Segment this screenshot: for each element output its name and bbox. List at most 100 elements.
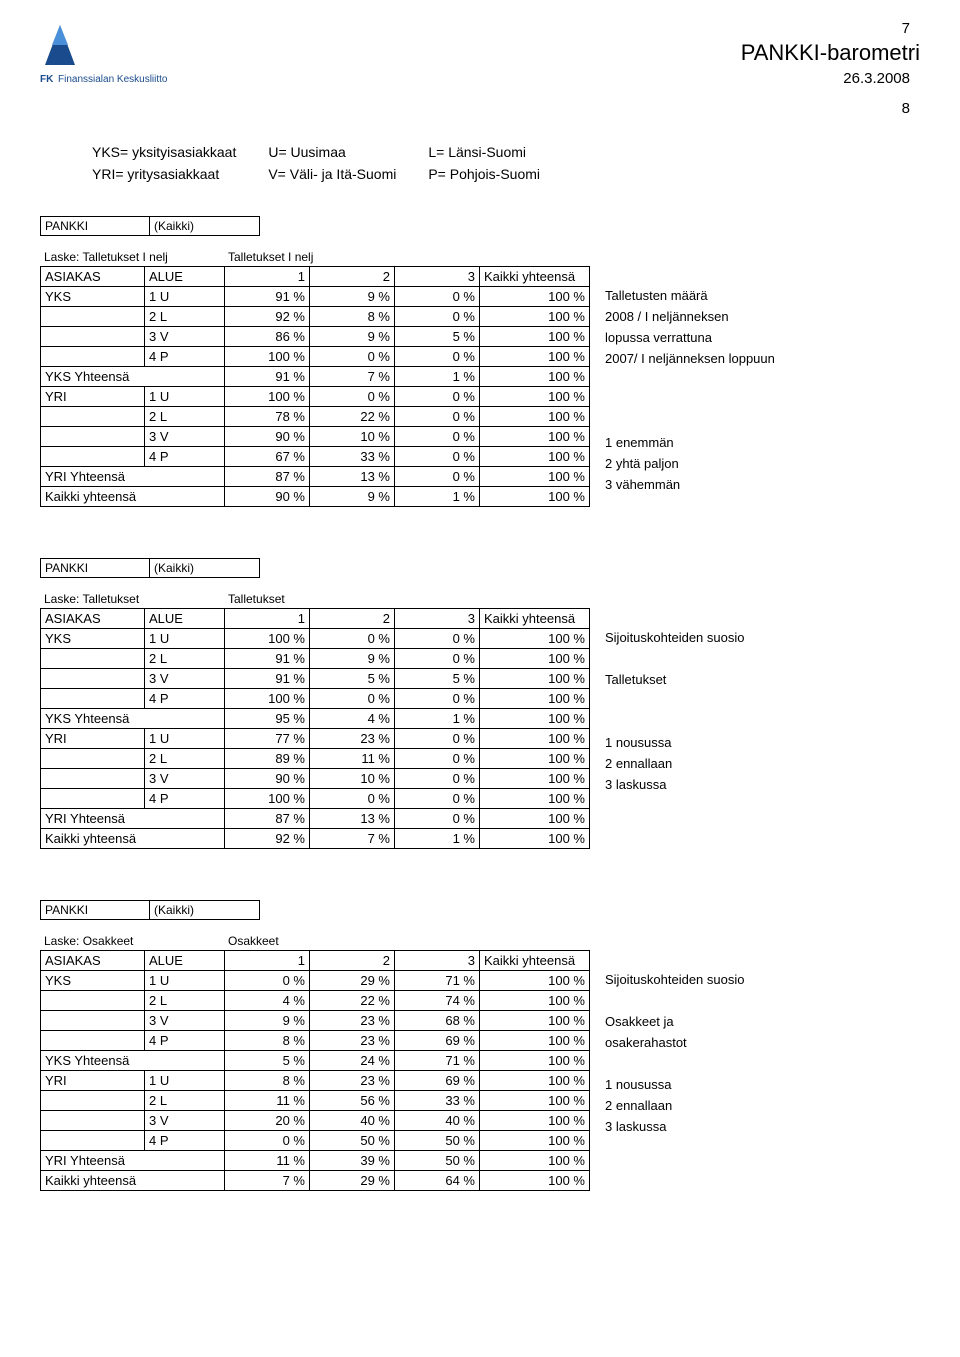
row-label: YKS bbox=[41, 287, 145, 307]
col-header: 3 bbox=[395, 267, 480, 287]
row-label bbox=[41, 1011, 145, 1031]
row-sublabel: 4 P bbox=[145, 1031, 225, 1051]
row-label: Kaikki yhteensä bbox=[41, 487, 225, 507]
cell: 22 % bbox=[310, 407, 395, 427]
cell: 13 % bbox=[310, 467, 395, 487]
cell: 100 % bbox=[225, 347, 310, 367]
cell: 1 % bbox=[395, 367, 480, 387]
note-text: Osakkeet ja bbox=[605, 1013, 744, 1034]
table-row: YRI Yhteensä87 %13 %0 %100 % bbox=[41, 809, 590, 829]
cell: 100 % bbox=[480, 789, 590, 809]
row-label: YRI bbox=[41, 729, 145, 749]
fk-text: FK bbox=[40, 74, 54, 85]
data-zone: ASIAKASALUE123Kaikki yhteensäYKS1 U91 %9… bbox=[40, 266, 920, 518]
table-block: PANKKI(Kaikki) Laske: Talletukset I neljT… bbox=[40, 216, 920, 518]
cell: 9 % bbox=[310, 487, 395, 507]
table-row: YKS1 U0 %29 %71 %100 % bbox=[41, 971, 590, 991]
col-header: ALUE bbox=[145, 267, 225, 287]
cell: 50 % bbox=[395, 1151, 480, 1171]
cell: 0 % bbox=[395, 427, 480, 447]
cell: 100 % bbox=[225, 387, 310, 407]
cell: 100 % bbox=[480, 1031, 590, 1051]
count-value: Osakkeet bbox=[224, 932, 334, 950]
cell: 10 % bbox=[310, 427, 395, 447]
row-label bbox=[41, 1091, 145, 1111]
col-header: 3 bbox=[395, 951, 480, 971]
cell: 92 % bbox=[225, 829, 310, 849]
cell: 0 % bbox=[395, 629, 480, 649]
cell: 100 % bbox=[480, 287, 590, 307]
row-label: YRI Yhteensä bbox=[41, 467, 225, 487]
notes-column: Talletusten määrä2008 / I neljänneksenlo… bbox=[605, 266, 775, 518]
cell: 11 % bbox=[225, 1151, 310, 1171]
legend-cell: YRI= yritysasiakkaat bbox=[92, 164, 266, 184]
table-row: 2 L11 %56 %33 %100 % bbox=[41, 1091, 590, 1111]
cell: 100 % bbox=[480, 347, 590, 367]
filter-label: PANKKI bbox=[40, 216, 150, 236]
note-text: 2 yhtä paljon bbox=[605, 455, 775, 476]
cell: 100 % bbox=[480, 809, 590, 829]
cell: 100 % bbox=[480, 307, 590, 327]
table-header-row: ASIAKASALUE123Kaikki yhteensä bbox=[41, 609, 590, 629]
count-row: Laske: TalletuksetTalletukset bbox=[40, 590, 920, 608]
cell: 71 % bbox=[395, 1051, 480, 1071]
cell: 40 % bbox=[310, 1111, 395, 1131]
table-row: 3 V9 %23 %68 %100 % bbox=[41, 1011, 590, 1031]
table-block: PANKKI(Kaikki)Laske: OsakkeetOsakkeetASI… bbox=[40, 900, 920, 1202]
row-sublabel: 4 P bbox=[145, 447, 225, 467]
row-label: YRI bbox=[41, 387, 145, 407]
cell: 100 % bbox=[480, 447, 590, 467]
cell: 0 % bbox=[225, 971, 310, 991]
col-header: ALUE bbox=[145, 609, 225, 629]
row-label bbox=[41, 307, 145, 327]
cell: 39 % bbox=[310, 1151, 395, 1171]
cell: 100 % bbox=[480, 387, 590, 407]
row-sublabel: 3 V bbox=[145, 327, 225, 347]
row-sublabel: 4 P bbox=[145, 689, 225, 709]
cell: 100 % bbox=[480, 427, 590, 447]
note-text: 2007/ I neljänneksen loppuun bbox=[605, 350, 775, 371]
cell: 7 % bbox=[310, 367, 395, 387]
cell: 5 % bbox=[225, 1051, 310, 1071]
cell: 91 % bbox=[225, 649, 310, 669]
row-label bbox=[41, 1031, 145, 1051]
cell: 0 % bbox=[395, 387, 480, 407]
row-sublabel: 2 L bbox=[145, 407, 225, 427]
note-text: Talletukset bbox=[605, 671, 744, 692]
note-text: 2 ennallaan bbox=[605, 755, 744, 776]
table-row: 4 P67 %33 %0 %100 % bbox=[41, 447, 590, 467]
row-sublabel: 2 L bbox=[145, 749, 225, 769]
cell: 0 % bbox=[395, 689, 480, 709]
table-row: 2 L91 %9 %0 %100 % bbox=[41, 649, 590, 669]
page-header: FK Finanssialan Keskusliitto 7 PANKKI-ba… bbox=[40, 20, 920, 110]
filter-row: PANKKI(Kaikki) bbox=[40, 216, 920, 236]
cell: 4 % bbox=[310, 709, 395, 729]
row-sublabel: 3 V bbox=[145, 1111, 225, 1131]
cell: 86 % bbox=[225, 327, 310, 347]
table-row: 2 L89 %11 %0 %100 % bbox=[41, 749, 590, 769]
cell: 8 % bbox=[310, 307, 395, 327]
cell: 5 % bbox=[395, 327, 480, 347]
note-text: 3 laskussa bbox=[605, 776, 744, 797]
note-text bbox=[605, 650, 744, 671]
note-text: 2008 / I neljänneksen bbox=[605, 308, 775, 329]
note-text bbox=[605, 1160, 744, 1181]
col-header: 2 bbox=[310, 267, 395, 287]
cell: 100 % bbox=[480, 367, 590, 387]
row-label: YKS bbox=[41, 629, 145, 649]
cell: 100 % bbox=[480, 669, 590, 689]
cell: 0 % bbox=[310, 629, 395, 649]
count-row: Laske: Talletukset I neljTalletukset I n… bbox=[40, 248, 920, 266]
cell: 69 % bbox=[395, 1031, 480, 1051]
row-sublabel: 4 P bbox=[145, 347, 225, 367]
cell: 100 % bbox=[480, 1131, 590, 1151]
cell: 0 % bbox=[395, 729, 480, 749]
row-label bbox=[41, 749, 145, 769]
table-row: YKS1 U91 %9 %0 %100 % bbox=[41, 287, 590, 307]
row-sublabel: 1 U bbox=[145, 971, 225, 991]
cell: 40 % bbox=[395, 1111, 480, 1131]
table-header-row: ASIAKASALUE123Kaikki yhteensä bbox=[41, 267, 590, 287]
row-label bbox=[41, 789, 145, 809]
col-header: ALUE bbox=[145, 951, 225, 971]
row-sublabel: 1 U bbox=[145, 729, 225, 749]
